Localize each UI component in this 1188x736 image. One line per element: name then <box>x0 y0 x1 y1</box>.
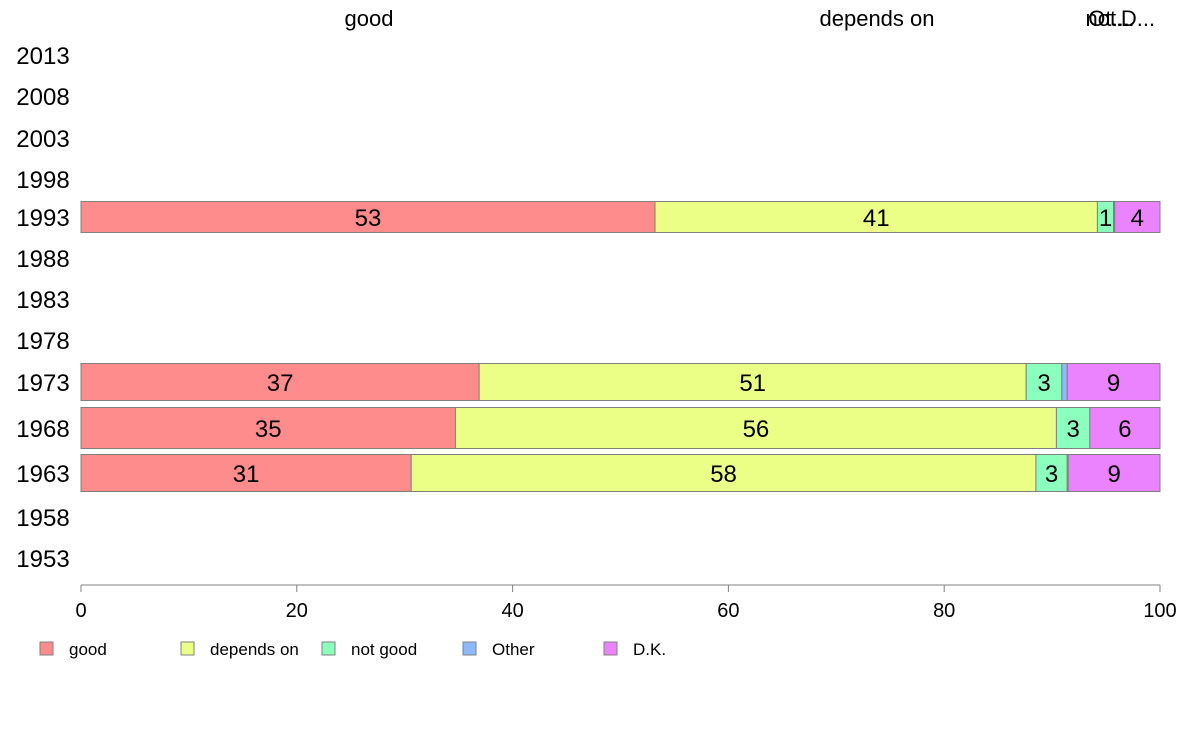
bar-1968-not-good <box>1055 407 1091 449</box>
bar-1973-good <box>80 363 480 401</box>
bar-1963-depends-on <box>410 454 1037 492</box>
year-label-2008: 2008 <box>16 84 69 111</box>
data-label-1993-2: 1 <box>1099 205 1112 232</box>
data-label-1973-0: 37 <box>267 370 294 397</box>
data-label-1993-0: 53 <box>355 205 382 232</box>
data-label-1963-0: 31 <box>233 461 260 488</box>
bar-1973-other <box>1061 363 1068 401</box>
year-label-1963: 1963 <box>16 461 69 488</box>
year-label-1978: 1978 <box>16 328 69 355</box>
year-label-1998: 1998 <box>16 167 69 194</box>
year-label-1953: 1953 <box>16 546 69 573</box>
x-tick-label-40: 40 <box>501 600 523 622</box>
year-axis-labels: 2013 2008 2003 1998 1993 1988 1983 1978 1973 1968… <box>16 43 69 573</box>
bar-1968-depends-on <box>454 407 1057 449</box>
x-tick-label-0: 0 <box>75 600 86 622</box>
bar-1973-d-k- <box>1066 363 1161 401</box>
data-label-1968-2: 3 <box>1066 416 1079 443</box>
year-label-1968: 1968 <box>16 416 69 443</box>
data-label-1973-1: 51 <box>739 370 766 397</box>
x-tick-label-60: 60 <box>717 600 739 622</box>
data-label-1963-2: 3 <box>1045 461 1058 488</box>
year-label-1988: 1988 <box>16 246 69 273</box>
top-label-0: good <box>345 6 394 31</box>
bar-1993-good <box>80 201 656 233</box>
year-label-1983: 1983 <box>16 287 69 314</box>
legend-label-good: good <box>69 640 107 659</box>
bar-1963-good <box>80 454 412 492</box>
legend-label-other: Other <box>492 640 535 659</box>
x-tick-label-80: 80 <box>933 600 955 622</box>
legend-swatch-depends-on <box>180 641 195 656</box>
x-axis: 0 20 40 60 80 100 <box>75 584 1177 622</box>
year-label-1993: 1993 <box>16 205 69 232</box>
bar-1968-good <box>80 407 456 449</box>
data-label-1963-1: 58 <box>710 461 737 488</box>
year-label-1958: 1958 <box>16 505 69 532</box>
x-tick-label-20: 20 <box>286 600 308 622</box>
year-label-2013: 2013 <box>16 43 69 70</box>
x-tick-label-100: 100 <box>1143 600 1176 622</box>
bar-1963-not-good <box>1035 454 1068 492</box>
legend-label-depends-on: depends on <box>210 640 299 659</box>
legend-label-not-good: not good <box>351 640 417 659</box>
data-label-1968-0: 35 <box>255 416 282 443</box>
top-label-3: Ot... <box>1088 6 1130 31</box>
bar-1993-d-k- <box>1114 201 1161 233</box>
year-label-2003: 2003 <box>16 126 69 153</box>
top-label-2: not... <box>1086 6 1135 31</box>
legend-swatch-good <box>39 641 54 656</box>
legend-swatch-not-good <box>321 641 336 656</box>
legend-swatch-other <box>462 641 477 656</box>
data-label-1973-2: 3 <box>1037 370 1050 397</box>
legend-label-d-k-: D.K. <box>633 640 666 659</box>
bar-1973-not-good <box>1025 363 1063 401</box>
year-label-1973: 1973 <box>16 370 69 397</box>
legend: good depends on not good Other D.K. <box>39 640 666 659</box>
top-label-4: D... <box>1121 6 1155 31</box>
bar-1973-depends-on <box>478 363 1027 401</box>
data-label-1993-1: 41 <box>863 205 890 232</box>
data-label-1963-4: 9 <box>1107 461 1120 488</box>
top-category-labels: good depends on not...Ot...D... <box>345 6 1156 31</box>
data-label-1968-4: 6 <box>1118 416 1131 443</box>
legend-swatch-d-k- <box>603 641 618 656</box>
bar-1963-d-k- <box>1067 454 1161 492</box>
data-label-1968-1: 56 <box>743 416 770 443</box>
top-label-1: depends on <box>820 6 935 31</box>
bar-1968-d-k- <box>1089 407 1161 449</box>
bars: 53 41 1 4 37 51 3 9 35 56 3 6 31 58 3 9 <box>80 201 1161 492</box>
data-label-1973-4: 9 <box>1107 370 1120 397</box>
data-label-1993-4: 4 <box>1131 205 1144 232</box>
